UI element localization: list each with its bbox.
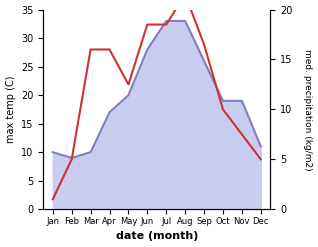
Y-axis label: max temp (C): max temp (C) [5,76,16,143]
X-axis label: date (month): date (month) [116,231,198,242]
Y-axis label: med. precipitation (kg/m2): med. precipitation (kg/m2) [303,49,313,170]
